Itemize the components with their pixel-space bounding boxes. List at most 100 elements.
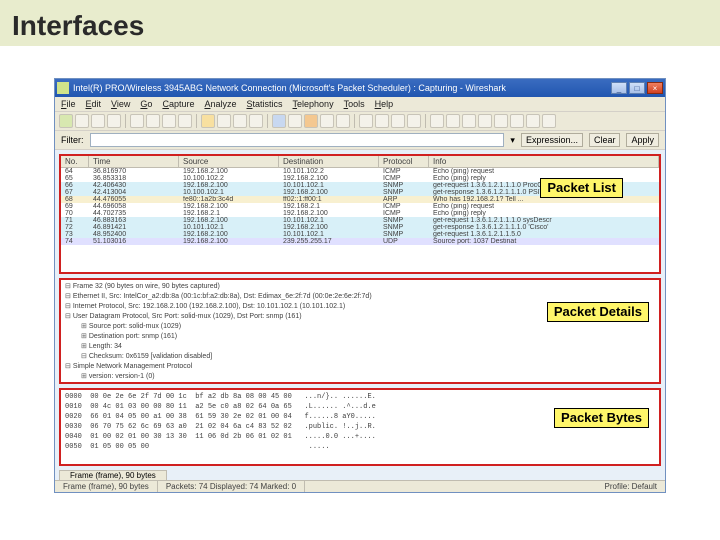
table-row[interactable]: 6944.696058192.168.2.100192.168.2.1ICMPE… [61,203,659,210]
toolbar-button-15[interactable] [272,114,286,128]
menu-view[interactable]: View [111,99,130,109]
toolbar-button-16[interactable] [288,114,302,128]
tree-node[interactable]: Ethernet II, Src: IntelCor_a2:db:8a (00:… [65,292,655,302]
cell-dst: 10.101.102.1 [279,217,379,224]
tree-node[interactable]: Simple Network Management Protocol [65,362,655,372]
col-info[interactable]: Info [429,156,659,167]
toolbar-button-21[interactable] [359,114,373,128]
cell-proto: SNMP [379,224,429,231]
window-minimize-button[interactable]: _ [611,82,627,94]
menu-go[interactable]: Go [140,99,152,109]
toolbar-separator [267,114,268,128]
toolbar-button-13[interactable] [249,114,263,128]
toolbar-button-26[interactable] [430,114,444,128]
col-src[interactable]: Source [179,156,279,167]
cell-dst: 192.168.2.1 [279,203,379,210]
toolbar-button-11[interactable] [217,114,231,128]
toolbar-button-3[interactable] [107,114,121,128]
cell-time: 46.883163 [89,217,179,224]
menu-help[interactable]: Help [375,99,394,109]
window-close-button[interactable]: × [647,82,663,94]
toolbar-button-31[interactable] [510,114,524,128]
toolbar-button-27[interactable] [446,114,460,128]
toolbar-button-5[interactable] [130,114,144,128]
app-icon [57,82,69,94]
status-bar: Frame (frame), 90 bytes Packets: 74 Disp… [55,480,665,492]
cell-no: 71 [61,217,89,224]
filter-expression-button[interactable]: Expression... [521,133,583,147]
table-row[interactable]: 7044.702735192.168.2.1192.168.2.100ICMPE… [61,210,659,217]
table-row[interactable]: 7451.103016192.168.2.100239.255.255.17UD… [61,238,659,245]
toolbar-button-24[interactable] [407,114,421,128]
toolbar-separator [125,114,126,128]
cell-dst: 10.101.102.1 [279,231,379,238]
toolbar-button-10[interactable] [201,114,215,128]
filter-dropdown-icon[interactable]: ▾ [510,135,515,146]
menu-statistics[interactable]: Statistics [247,99,283,109]
tree-node[interactable]: Source port: solid-mux (1029) [65,322,655,332]
toolbar-button-22[interactable] [375,114,389,128]
toolbar-button-32[interactable] [526,114,540,128]
cell-dst: 192.168.2.100 [279,175,379,182]
cell-src: 192.168.2.100 [179,168,279,175]
cell-dst: ff02::1:ff00:1 [279,196,379,203]
cell-dst: 239.255.255.17 [279,238,379,245]
toolbar-button-30[interactable] [494,114,508,128]
col-dst[interactable]: Destination [279,156,379,167]
toolbar-button-18[interactable] [320,114,334,128]
toolbar-button-28[interactable] [462,114,476,128]
toolbar-button-17[interactable] [304,114,318,128]
toolbar [55,111,665,131]
menu-file[interactable]: File [61,99,76,109]
toolbar-button-19[interactable] [336,114,350,128]
toolbar-button-0[interactable] [59,114,73,128]
filter-clear-button[interactable]: Clear [589,133,621,147]
cell-no: 67 [61,189,89,196]
table-row[interactable]: 7348.952400192.168.2.10010.101.102.1SNMP… [61,231,659,238]
packet-bytes-label: Packet Bytes [554,408,649,428]
toolbar-button-6[interactable] [146,114,160,128]
cell-no: 65 [61,175,89,182]
toolbar-button-8[interactable] [178,114,192,128]
tree-node[interactable]: Destination port: snmp (161) [65,332,655,342]
toolbar-button-1[interactable] [75,114,89,128]
table-row[interactable]: 7246.89142110.101.102.1192.168.2.100SNMP… [61,224,659,231]
window-maximize-button[interactable]: □ [629,82,645,94]
menu-telephony[interactable]: Telephony [293,99,334,109]
toolbar-button-7[interactable] [162,114,176,128]
menu-tools[interactable]: Tools [344,99,365,109]
tree-node[interactable]: Frame 32 (90 bytes on wire, 90 bytes cap… [65,282,655,292]
menu-capture[interactable]: Capture [162,99,194,109]
cell-time: 42.406430 [89,182,179,189]
tree-node[interactable]: Length: 34 [65,342,655,352]
cell-no: 70 [61,210,89,217]
col-time[interactable]: Time [89,156,179,167]
tree-node[interactable]: Checksum: 0x6159 [validation disabled] [65,352,655,362]
table-row[interactable]: 7146.883163192.168.2.10010.101.102.1SNMP… [61,217,659,224]
window-titlebar[interactable]: Intel(R) PRO/Wireless 3945ABG Network Co… [55,79,665,97]
col-proto[interactable]: Protocol [379,156,429,167]
col-no[interactable]: No. [61,156,89,167]
menu-edit[interactable]: Edit [86,99,102,109]
table-row[interactable]: 6436.816970192.168.2.10010.101.102.2ICMP… [61,168,659,175]
cell-dst: 10.101.102.1 [279,182,379,189]
window-title: Intel(R) PRO/Wireless 3945ABG Network Co… [73,83,506,93]
toolbar-button-33[interactable] [542,114,556,128]
cell-time: 36.853318 [89,175,179,182]
bytes-tab-frame[interactable]: Frame (frame), 90 bytes [59,470,167,480]
filter-apply-button[interactable]: Apply [626,133,659,147]
filter-label: Filter: [61,135,84,145]
toolbar-button-2[interactable] [91,114,105,128]
toolbar-button-12[interactable] [233,114,247,128]
cell-src: 192.168.2.100 [179,217,279,224]
toolbar-button-29[interactable] [478,114,492,128]
cell-src: 192.168.2.100 [179,238,279,245]
cell-info: get-response 1.3.6.1.2.1.1.1.0 'Cisco' [429,224,659,231]
cell-time: 36.816970 [89,168,179,175]
toolbar-button-23[interactable] [391,114,405,128]
menu-analyze[interactable]: Analyze [204,99,236,109]
filter-input[interactable] [90,133,505,147]
packet-details-tree[interactable]: Frame 32 (90 bytes on wire, 90 bytes cap… [61,280,659,384]
tree-node[interactable]: version: version-1 (0) [65,372,655,382]
cell-proto: ICMP [379,168,429,175]
